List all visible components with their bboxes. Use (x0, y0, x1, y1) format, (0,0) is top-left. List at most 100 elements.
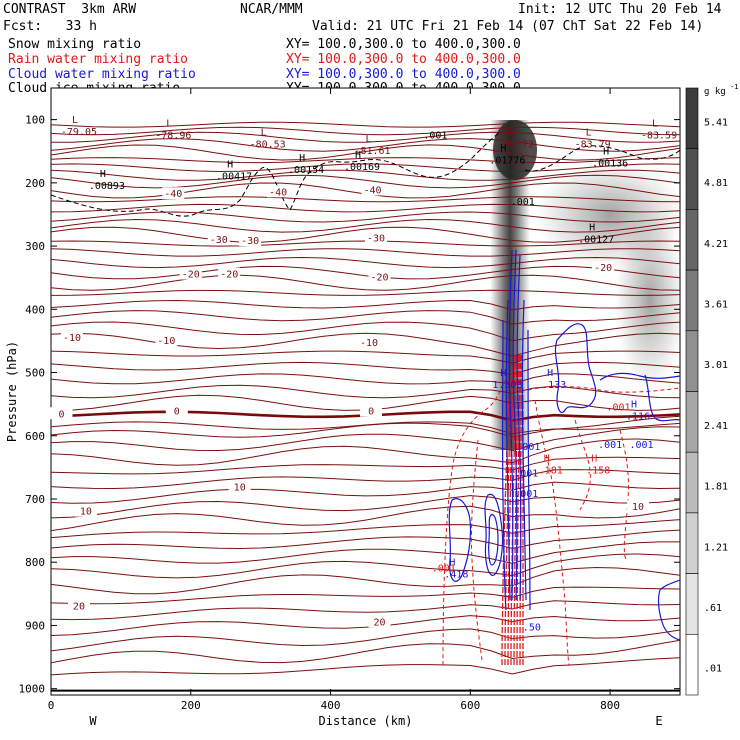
temperature-label: 20 (373, 617, 385, 628)
extremum-marker: L (72, 115, 78, 126)
temperature-label: -30 (367, 233, 385, 244)
extremum-marker: H (603, 147, 609, 158)
temperature-contour-line (51, 256, 680, 269)
temperature-contour-line (51, 274, 680, 291)
temperature-contour-line (51, 265, 680, 280)
extremum-value: .418 (444, 570, 468, 581)
colorbar-swatch (685, 330, 699, 392)
temperature-label: 0 (58, 409, 64, 420)
extremum-marker: H (544, 453, 550, 464)
temperature-label-bg (155, 333, 178, 346)
colorbar-unit-exponent: -1 (730, 83, 738, 91)
temperature-contour-line (51, 289, 680, 296)
extremum-value: -80.53 (250, 140, 286, 151)
colorbar-label: 1.81 (704, 482, 728, 493)
field-xy-cloud-water: XY= 100.0,300.0 to 400.0,300.0 (286, 67, 521, 82)
colorbar: 5.41 4.81 4.21 3.61 3.01 2.41 1.81 1.21 .61 .01 g … (685, 83, 738, 696)
colorbar-label: 5.41 (704, 117, 728, 128)
y-tick-label: 700 (25, 493, 45, 506)
temperature-label: 10 (234, 483, 246, 494)
extremum-marker: H (591, 453, 597, 464)
y-tick-label: 300 (25, 240, 45, 253)
temperature-contour-line (51, 505, 680, 532)
temperature-label: 0 (368, 407, 374, 418)
temperature-contour-line (51, 203, 680, 213)
extremum-value: -81.61 (354, 146, 390, 157)
temperature-label: -40 (164, 189, 182, 200)
y-axis-label: Pressure (hPa) (5, 341, 19, 442)
extremum-value: .00893 (89, 181, 125, 192)
field-name-rain: Rain water mixing ratio (8, 52, 189, 67)
contour-value-label: .50 (523, 622, 541, 633)
temperature-contour-line (51, 456, 680, 475)
extremum-value: -78.96 (155, 130, 191, 141)
contour-value-label: .001 (516, 442, 540, 453)
temperature-label-bg (207, 232, 230, 245)
colorbar-label: 1.21 (704, 542, 728, 553)
temperature-label-bg (179, 267, 202, 280)
colorbar-label: .61 (704, 603, 722, 614)
colorbar-swatch (685, 573, 699, 635)
center-label: NCAR/MMM (240, 2, 303, 17)
field-xy-rain: XY= 100.0,300.0 to 400.0,300.0 (286, 52, 521, 67)
y-tick-label: 400 (25, 303, 45, 316)
temperature-contour-line (51, 600, 680, 621)
field-name-snow: Snow mixing ratio (8, 37, 142, 52)
forecast-hour: Fcst: 33 h (3, 19, 97, 34)
temperature-label-bg (218, 267, 241, 280)
x-axis-label: Distance (km) (319, 714, 413, 728)
colorbar-swatch (685, 512, 699, 574)
temperature-contour-line (51, 350, 680, 364)
temperature-label: -20 (220, 270, 238, 281)
contour-value-label: .001 (432, 564, 456, 575)
temperature-contour-line (51, 169, 680, 181)
field-name-cloud-water: Cloud water mixing ratio (8, 67, 196, 82)
temperature-contour-line (51, 321, 680, 342)
temperature-label-bg (357, 335, 380, 348)
extremum-value: .181 (539, 465, 563, 476)
temperature-label: -20 (182, 270, 200, 281)
field-xy-snow: XY= 100.0,300.0 to 400.0,300.0 (286, 37, 521, 52)
extremum-marker: H (631, 400, 637, 411)
snow-anvil-shading-lower (615, 210, 680, 390)
valid-time: Valid: 21 UTC Fri 21 Feb 14 (07 ChT Sat … (312, 19, 704, 34)
colorbar-unit: g kg (704, 87, 726, 97)
temperature-label-bg (165, 404, 188, 417)
temperature-contour-line (51, 361, 680, 376)
colorbar-label: 4.81 (704, 178, 728, 189)
temperature-contour-line (51, 639, 680, 664)
extremum-value: .01776 (489, 156, 525, 167)
y-tick-label: 200 (25, 177, 45, 190)
temperature-label-bg (627, 500, 650, 513)
contour-value-label: .001 (514, 489, 538, 500)
temperature-contour-line (51, 469, 680, 490)
y-tick-label: 100 (25, 114, 45, 127)
temperature-label-bg (67, 599, 90, 612)
temperature-label: -20 (594, 263, 612, 274)
x-tick-label: 0 (48, 699, 55, 712)
temperature-contour-line (51, 426, 680, 452)
temperature-contour-line (51, 226, 680, 243)
contour-value-label: .001 (606, 402, 630, 413)
extremum-marker: H (500, 144, 506, 155)
colorbar-label: 3.61 (704, 299, 728, 310)
temperature-contour-line (51, 519, 680, 539)
temperature-contour-line (51, 384, 680, 399)
east-label: E (655, 714, 662, 728)
contour-value-label: .001 (630, 440, 654, 451)
temperature-label: -20 (370, 273, 388, 284)
temperature-contour-line (51, 481, 680, 504)
y-tick-label: 500 (25, 367, 45, 380)
model-title: CONTRAST 3km ARW (3, 2, 137, 17)
temperature-label: 0 (174, 407, 180, 418)
extremum-marker: L (166, 118, 172, 129)
temperature-contour-line (51, 218, 680, 233)
colorbar-label: 2.41 (704, 421, 728, 432)
colorbar-swatch (685, 148, 699, 210)
temperature-contour-line (51, 495, 680, 519)
temperature-label-bg (228, 480, 251, 493)
snow-core-shading (493, 120, 537, 180)
colorbar-swatch (685, 451, 699, 514)
extremum-marker: H (100, 169, 106, 180)
